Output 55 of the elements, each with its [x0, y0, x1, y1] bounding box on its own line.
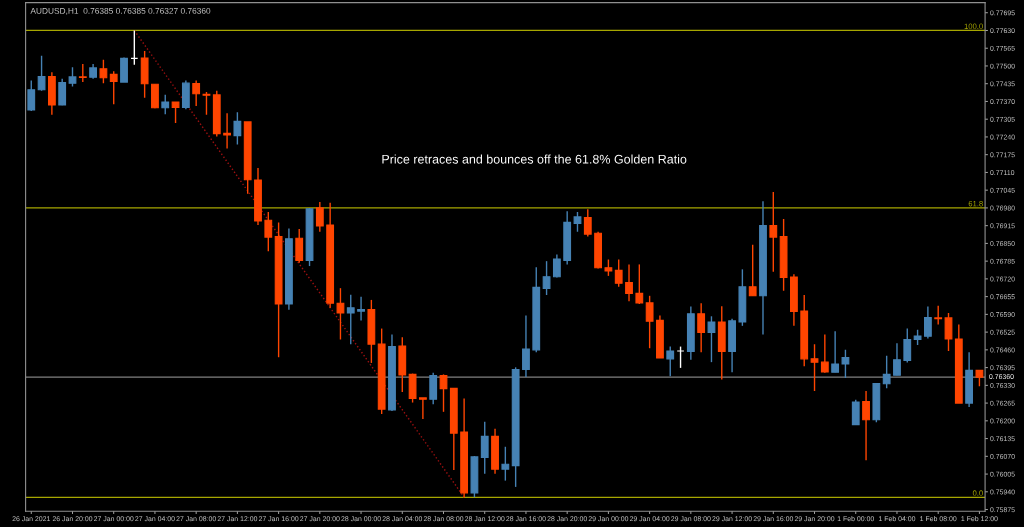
- candlestick: [851, 399, 860, 426]
- candlestick: [68, 66, 77, 88]
- candlestick: [120, 56, 128, 83]
- candlestick: [645, 295, 654, 349]
- candlestick: [882, 355, 891, 390]
- candlestick: [171, 101, 180, 124]
- candlestick: [748, 244, 757, 297]
- candlestick: [295, 228, 304, 264]
- candlestick: [439, 373, 448, 413]
- candlestick: [202, 91, 211, 116]
- candlestick: [666, 345, 675, 378]
- candlestick: [522, 314, 530, 378]
- candlestick: [552, 253, 561, 279]
- candlestick: [944, 312, 953, 352]
- candlestick: [820, 333, 829, 374]
- candlestick: [27, 79, 36, 112]
- candlestick: [264, 211, 273, 253]
- candlestick: [583, 208, 592, 238]
- candlestick: [707, 315, 716, 363]
- candlestick: [418, 397, 427, 420]
- candlestick: [923, 305, 932, 340]
- candlestick: [336, 287, 345, 341]
- candlestick: [831, 330, 840, 373]
- candlestick: [233, 111, 242, 146]
- candlestick: [357, 295, 365, 322]
- candlestick: [934, 304, 943, 326]
- candlestick: [151, 83, 159, 109]
- candlestick: [315, 201, 324, 233]
- candlestick: [810, 343, 819, 392]
- candlestick: [346, 294, 355, 345]
- candlestick: [573, 211, 582, 233]
- annotation: Price retraces and bounces off the 61.8% Golden Ratio: [382, 154, 687, 164]
- candlestick: [78, 63, 87, 83]
- text: AUDUSD,H1 0.76385 0.76385 0.76327 0.76360: [30, 7, 211, 15]
- candlestick: [841, 349, 850, 379]
- candlestick: [99, 58, 108, 84]
- candlestick: [192, 79, 201, 107]
- candlestick: [109, 70, 118, 105]
- candlestick: [542, 260, 551, 296]
- candlestick: [58, 78, 67, 106]
- candlestick: [223, 112, 231, 150]
- candlestick: [697, 302, 706, 354]
- candlestick: [625, 263, 633, 302]
- candlestick: [501, 446, 510, 482]
- candlestick: [161, 93, 170, 115]
- candlestick: [862, 390, 870, 461]
- candlestick: [903, 327, 912, 364]
- candlestick: [429, 372, 438, 405]
- candlestick: [769, 191, 778, 273]
- candlestick: [480, 420, 489, 475]
- candlestick: [676, 345, 685, 369]
- candlestick: [37, 55, 46, 92]
- candlestick: [635, 263, 644, 305]
- candlestick: [614, 258, 623, 288]
- candlestick: [893, 342, 901, 376]
